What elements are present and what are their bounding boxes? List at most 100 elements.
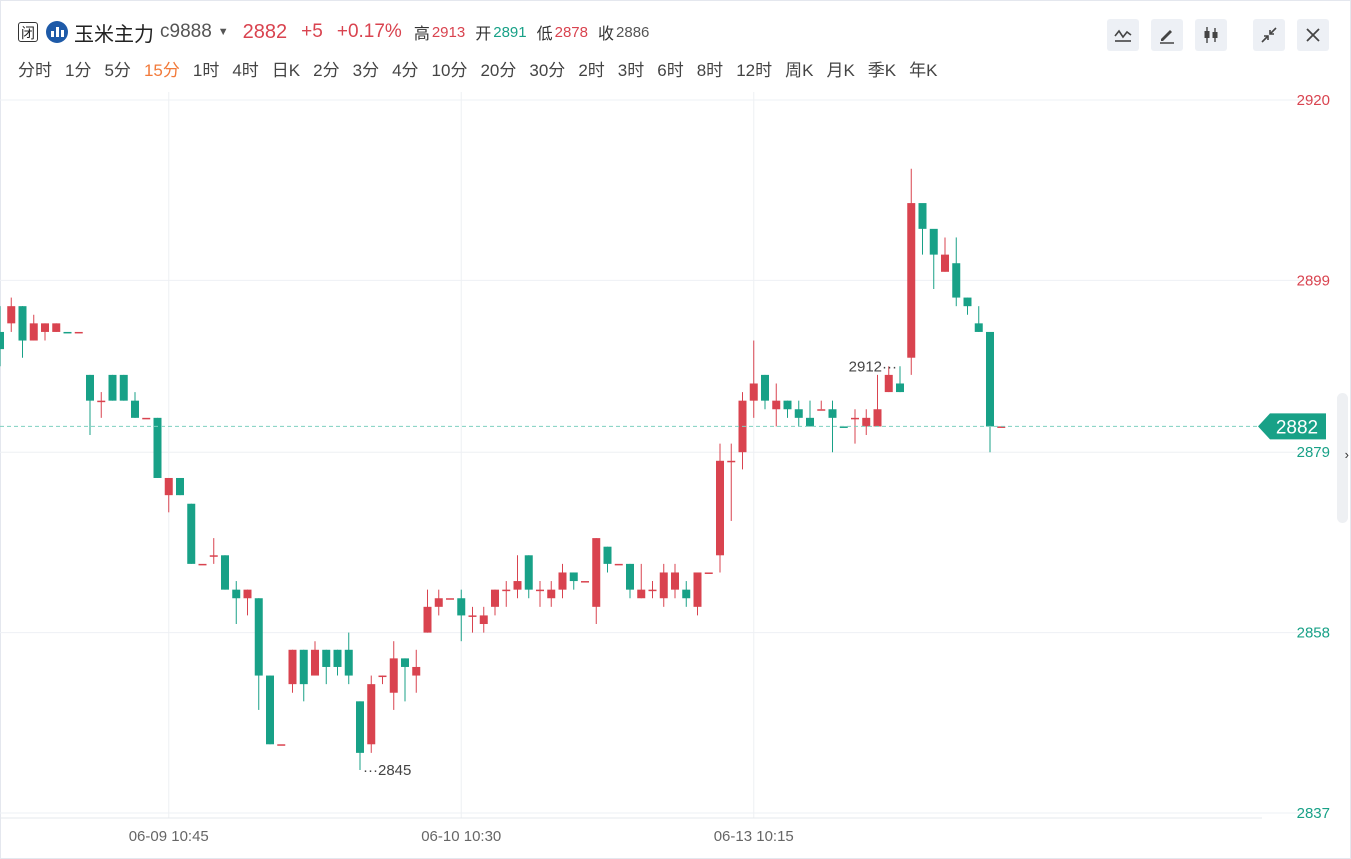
period-tab[interactable]: 30分 [529,61,566,80]
price-change-pct: +0.17% [336,21,402,42]
line-chart-icon[interactable] [1107,19,1139,51]
quote-summary: 闭 玉米主力 c9888 ▼ 2882 +5 +0.17% 高 2913 开 2… [18,18,649,46]
candle-body [29,323,38,341]
instrument-code[interactable]: c9888 [160,21,212,42]
candle-body [86,374,94,401]
candle-body [997,426,1006,428]
period-tab[interactable]: 12时 [736,61,773,80]
candle-body [176,477,184,496]
candle-body [749,383,758,401]
candle-body [52,323,61,332]
candle-body [558,572,567,590]
candle-body [614,563,623,566]
candle-body [513,581,522,590]
period-tab[interactable]: 20分 [480,61,517,80]
price-change: +5 [301,21,323,42]
candlestick-icon[interactable] [1195,19,1227,51]
candle-body [457,598,466,616]
candle-body [524,555,533,590]
candle-body [974,323,983,332]
chevron-right-icon[interactable]: › [1344,447,1349,462]
chart-scrollbar[interactable] [1337,393,1348,523]
candle-body [637,589,646,599]
candle-body [198,563,207,566]
period-tab[interactable]: 2分 [313,61,340,80]
candle-body [907,203,916,358]
candle-body [378,675,387,678]
candle-body [626,563,634,590]
candle-body [704,572,713,574]
market-closed-badge: 闭 [18,22,38,42]
candle-body [862,417,871,427]
candle-body [18,306,27,341]
current-price-label: 2882 [1276,417,1318,438]
period-tab[interactable]: 3分 [352,61,380,80]
y-tick-label: 2858 [1297,625,1330,642]
candle-body [153,417,162,478]
period-tab[interactable]: 15分 [143,61,180,80]
candle-body [7,306,16,324]
candle-body [761,374,769,401]
candle-body [119,374,128,401]
period-tab[interactable]: 周K [785,61,814,80]
candle-body [851,417,859,420]
min-price-label: ···2845 [363,762,411,779]
candle-body [41,323,49,332]
close-value: 2886 [616,23,650,41]
period-tab[interactable]: 季K [867,61,897,80]
low-value: 2878 [554,23,588,41]
candle-body [671,572,679,590]
candle-body [0,331,4,350]
candle-body [929,228,938,255]
period-tab[interactable]: 1时 [192,61,220,80]
candle-body [333,649,342,667]
candle-body [716,460,724,556]
quote-header: 闭 玉米主力 c9888 ▼ 2882 +5 +0.17% 高 2913 开 2… [0,0,1351,92]
period-tab[interactable]: 4分 [392,61,419,80]
candle-body [963,297,972,307]
period-tab[interactable]: 年K [909,61,938,80]
shrink-icon[interactable] [1253,19,1285,51]
y-tick-label: 2837 [1297,805,1330,822]
close-label: 收 [598,26,615,43]
candle-body [311,649,319,676]
candle-body [817,409,826,411]
max-price-label: 2912··· [849,358,897,375]
period-tab[interactable]: 月K [826,61,855,80]
candle-body [187,503,196,564]
candle-body [288,649,297,685]
period-tab[interactable]: 分时 [18,61,52,80]
period-tab[interactable]: 6时 [657,61,684,80]
period-tab[interactable]: 日K [271,61,301,80]
y-tick-label: 2879 [1297,444,1330,461]
candle-body [322,649,331,667]
candle-body [794,409,803,418]
candle-body [806,417,814,427]
candle-body [659,572,668,599]
pencil-icon[interactable] [1151,19,1183,51]
candle-body [468,615,477,617]
period-tab[interactable]: 2时 [578,61,605,80]
candle-body [367,684,376,745]
candle-body [221,555,229,590]
instrument-name[interactable]: 玉米主力 [74,23,154,46]
candle-body [412,666,421,676]
close-icon[interactable] [1297,19,1329,51]
candle-body [232,589,241,599]
current-price-tag [1258,413,1326,440]
candle-body [401,658,409,667]
period-tab[interactable]: 4时 [232,61,259,80]
period-tab[interactable]: 3时 [617,61,645,80]
candle-body [423,606,432,633]
chart-toolbar [1095,19,1329,51]
candle-body [243,589,252,599]
period-tab[interactable]: 8时 [696,61,724,80]
candle-body [693,572,702,607]
period-tab[interactable]: 1分 [65,61,92,80]
candle-body [74,331,83,334]
period-tab[interactable]: 5分 [104,61,131,80]
period-tab[interactable]: 10分 [431,61,468,80]
chevron-down-icon[interactable]: ▼ [217,26,229,38]
candle-body [952,263,961,298]
